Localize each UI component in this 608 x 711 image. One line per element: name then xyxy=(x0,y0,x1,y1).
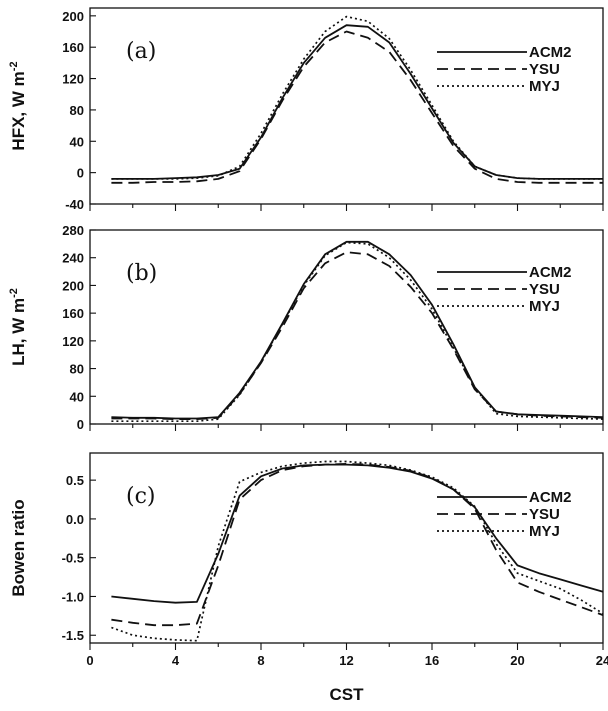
y-tick-label: 120 xyxy=(62,72,84,87)
x-tick-label: 16 xyxy=(425,653,439,668)
x-tick-label: 20 xyxy=(510,653,524,668)
plot-frame xyxy=(89,7,604,205)
y-axis-title: LH, W m-2 xyxy=(8,288,28,366)
y-tick-label: 280 xyxy=(62,223,84,238)
y-tick-label: 0.0 xyxy=(66,512,84,527)
x-tick-label: 12 xyxy=(339,653,353,668)
series-line-acm2 xyxy=(111,240,604,420)
y-tick-label: 160 xyxy=(62,306,84,321)
y-tick-label: 120 xyxy=(62,334,84,349)
series-line-myj xyxy=(111,15,603,180)
y-tick-label: 0 xyxy=(77,166,84,181)
y-tick-label: 80 xyxy=(70,362,84,377)
y-tick-label: -0.5 xyxy=(62,551,84,566)
y-tick-label: 0.5 xyxy=(66,473,84,488)
legend-label-myj: MYJ xyxy=(529,78,560,95)
x-axis-title: CST xyxy=(330,685,365,704)
x-tick-label: 4 xyxy=(172,653,180,668)
y-axis-title-text: HFX, W m xyxy=(9,71,28,150)
y-tick-label: 0 xyxy=(77,417,84,432)
plot-frame xyxy=(89,229,604,425)
y-axis-title-superscript: -2 xyxy=(8,288,20,298)
y-tick-label: 240 xyxy=(62,251,84,266)
y-tick-label: 80 xyxy=(70,103,84,118)
panel-label: (c) xyxy=(126,484,156,509)
plot-frame xyxy=(89,452,604,644)
series-line-myj xyxy=(111,241,604,423)
panel-label: (b) xyxy=(126,261,157,286)
y-tick-label: 200 xyxy=(62,278,84,293)
y-tick-label: -1.0 xyxy=(62,589,84,604)
y-axis-title: Bowen ratio xyxy=(9,499,28,596)
x-tick-label: 0 xyxy=(86,653,93,668)
series-line-ysu xyxy=(111,30,603,184)
legend-label-ysu: YSU xyxy=(529,506,560,523)
y-tick-label: 40 xyxy=(70,134,84,149)
y-axis-title-text: LH, W m xyxy=(9,298,28,366)
y-tick-label: -40 xyxy=(65,197,84,212)
panel-label: (a) xyxy=(126,39,156,64)
legend-label-myj: MYJ xyxy=(529,523,560,540)
panel-c: -1.5 -1.0 -0.5 0.0 0.5 0 4 8 12 16 20 24 Bowen ratio… xyxy=(9,452,608,704)
y-tick-label: 160 xyxy=(62,40,84,55)
y-tick-label: 40 xyxy=(70,389,84,404)
y-tick-label: -1.5 xyxy=(62,628,84,643)
panel-b: 0 40 80 120 160 200 240 280 LH, W m-2 (b) ACM2YSUM… xyxy=(8,223,604,432)
y-axis-title: HFX, W m-2 xyxy=(8,61,28,150)
legend-label-myj: MYJ xyxy=(529,298,560,315)
y-tick-label: 200 xyxy=(62,9,84,24)
series-line-ysu xyxy=(111,251,604,420)
x-tick-label: 24 xyxy=(596,653,608,668)
y-axis-title-text: Bowen ratio xyxy=(9,499,28,596)
legend-label-acm2: ACM2 xyxy=(529,44,572,61)
legend-label-ysu: YSU xyxy=(529,61,560,78)
legend-label-acm2: ACM2 xyxy=(529,489,572,506)
x-tick-label: 8 xyxy=(257,653,264,668)
legend-label-ysu: YSU xyxy=(529,281,560,298)
series-line-ysu xyxy=(111,463,604,627)
y-axis-title-superscript: -2 xyxy=(8,61,20,71)
legend-label-acm2: ACM2 xyxy=(529,264,572,281)
